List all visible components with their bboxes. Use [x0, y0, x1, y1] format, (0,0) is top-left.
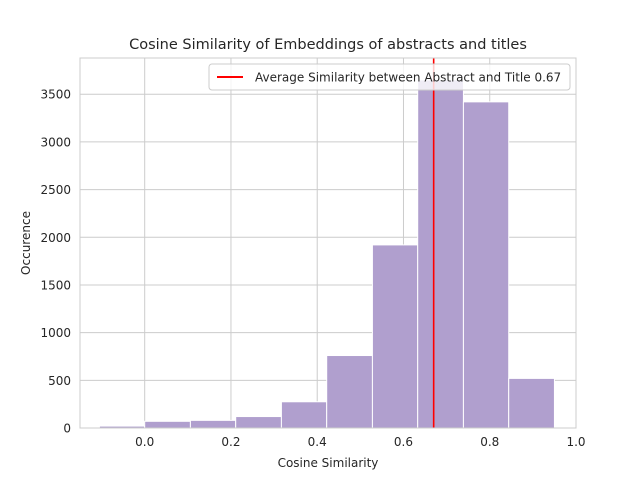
- y-tick-label: 1500: [40, 278, 71, 292]
- plot-frame: [79, 57, 577, 429]
- axes: [79, 57, 577, 429]
- histogram-bar: [508, 377, 555, 429]
- x-tick-label: 0.8: [480, 435, 499, 449]
- histogram-bar: [280, 401, 328, 429]
- y-tick-label: 1000: [40, 326, 71, 340]
- legend: Average Similarity between Abstract and …: [208, 63, 571, 91]
- legend-box: [208, 63, 571, 91]
- x-tick-label: 0.6: [394, 435, 413, 449]
- histogram-bar: [417, 79, 464, 429]
- x-axis-label: Cosine Similarity: [278, 456, 379, 470]
- histogram-bar: [144, 420, 191, 429]
- y-tick-label: 0: [63, 422, 71, 436]
- histogram-bar: [235, 416, 282, 429]
- x-tick-label: 1.0: [566, 435, 585, 449]
- histogram-bar: [189, 419, 237, 429]
- legend-label: Average Similarity between Abstract and …: [255, 71, 561, 85]
- y-tick-label: 3000: [40, 135, 71, 149]
- x-tick-label: 0.0: [135, 435, 154, 449]
- x-tick-label: 0.4: [308, 435, 327, 449]
- histogram-bar: [462, 101, 510, 429]
- bars: [98, 79, 555, 429]
- y-tick-label: 2000: [40, 231, 71, 245]
- histogram-bar: [371, 244, 419, 429]
- x-tick-label: 0.2: [221, 435, 240, 449]
- x-axis-ticks: 0.0 0.2 0.4 0.6 0.8 1.0: [135, 435, 585, 449]
- chart-title: Cosine Similarity of Embeddings of abstr…: [129, 37, 527, 53]
- y-axis-ticks: 0 500 1000 1500 2000 2500 3000 3500: [40, 88, 71, 436]
- histogram-bar: [326, 355, 373, 429]
- y-axis-label: Occurence: [19, 211, 33, 275]
- y-tick-label: 500: [48, 374, 71, 388]
- y-tick-label: 3500: [40, 88, 71, 102]
- y-tick-label: 2500: [40, 183, 71, 197]
